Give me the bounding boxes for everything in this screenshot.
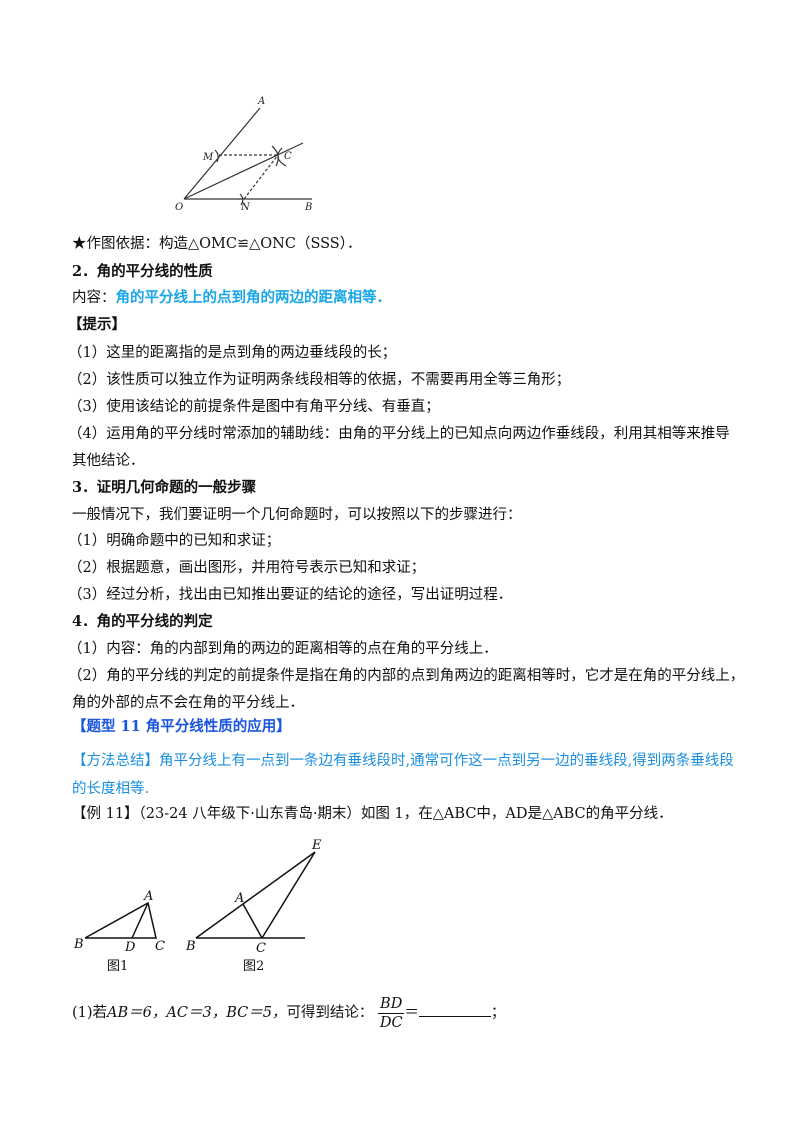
triangle-figure-2 [195, 851, 316, 939]
step-2: （2）根据题意，画出图形，并用符号表示已知和求证； [68, 560, 426, 576]
triangle-figure-1 [84, 901, 157, 939]
tip-2: （2）该性质可以独立作为证明两条线段相等的依据，不需要再用全等三角形； [68, 372, 571, 388]
construction-basis: ★作图依据：构造△OMC≌△ONC（SSS）． [72, 236, 362, 252]
criterion-1: （1）内容：角的内部到角的两边的距离相等的点在角的平分线上． [68, 641, 498, 657]
answer-blank[interactable] [418, 1002, 491, 1017]
question-type-title: 【题型 11 角平分线性质的应用】 [72, 718, 291, 735]
fig2-label-E: E [311, 838, 322, 853]
fig1-label-A: A [143, 889, 153, 904]
label-B: B [304, 202, 312, 213]
question-mid: 可得到结论： [286, 1005, 374, 1021]
fig2-label-A: A [234, 891, 244, 906]
section-3-intro: 一般情况下，我们要证明一个几何命题时，可以按照以下的步骤进行： [72, 507, 522, 523]
section-2-content: 内容：角的平分线上的点到角的两边的距离相等． [72, 288, 391, 308]
angle-bisector-construction-figure [183, 107, 312, 206]
fig2-label-B: B [185, 939, 196, 954]
fig2-caption: 图2 [243, 959, 264, 974]
label-N: N [240, 202, 251, 213]
tip-1: （1）这里的距离指的是点到角的两边垂线段的长； [68, 345, 397, 361]
question-1: (1)若AB＝6，AC＝3，BC＝5，可得到结论： BD DC ＝ ； [72, 994, 505, 1032]
fraction-bd-dc: BD DC [378, 995, 405, 1032]
question-conditions: AB＝6，AC＝3，BC＝5， [107, 1005, 287, 1021]
method-summary-cont: 的长度相等. [72, 781, 150, 797]
criterion-2-cont: 角的外部的点不会在角的平分线上． [72, 695, 304, 711]
fig1-label-D: D [124, 940, 136, 955]
tip-title: 【提示】 [68, 316, 126, 333]
label-O: O [175, 202, 183, 213]
method-summary: 【方法总结】角平分线上有一点到一条边有垂线段时,通常可作这一点到另一边的垂线段,… [72, 753, 734, 769]
equals: ＝ [404, 1005, 419, 1021]
fig1-label-C: C [155, 939, 165, 954]
step-3: （3）经过分析，找出由已知推出要证的结论的途径，写出证明过程． [68, 587, 513, 603]
section-4-title: 4．角的平分线的判定 [72, 613, 213, 630]
fig2-label-C: C [256, 941, 266, 956]
example-11: 【例 11】（23-24 八年级下·山东青岛·期末）如图 1，在△ABC中，AD… [72, 806, 673, 822]
label-M: M [202, 152, 214, 163]
criterion-2: （2）角的平分线的判定的前提条件是指在角的内部的点到角两边的距离相等时，它才是在… [68, 668, 745, 684]
semicolon: ； [490, 1005, 506, 1021]
question-prefix: (1)若 [72, 1005, 108, 1021]
content-label: 内容： [72, 290, 116, 306]
tip-4: （4）运用角的平分线时常添加的辅助线：由角的平分线上的已知点向两边作垂线段，利用… [68, 426, 730, 442]
section-3-title: 3．证明几何命题的一般步骤 [72, 479, 257, 496]
label-A: A [257, 96, 265, 107]
step-1: （1）明确命题中的已知和求证； [68, 533, 281, 549]
numerator: BD [378, 995, 405, 1014]
fig1-caption: 图1 [107, 959, 128, 974]
tip-4-cont: 其他结论． [72, 453, 145, 469]
fig1-label-B: B [73, 937, 84, 952]
tip-3: （3）使用该结论的前提条件是图中有角平分线、有垂直； [68, 399, 440, 415]
label-C: C [284, 151, 292, 162]
property-statement: 角的平分线上的点到角的两边的距离相等． [115, 289, 392, 306]
section-2-title: 2．角的平分线的性质 [72, 263, 213, 280]
denominator: DC [379, 1014, 403, 1031]
